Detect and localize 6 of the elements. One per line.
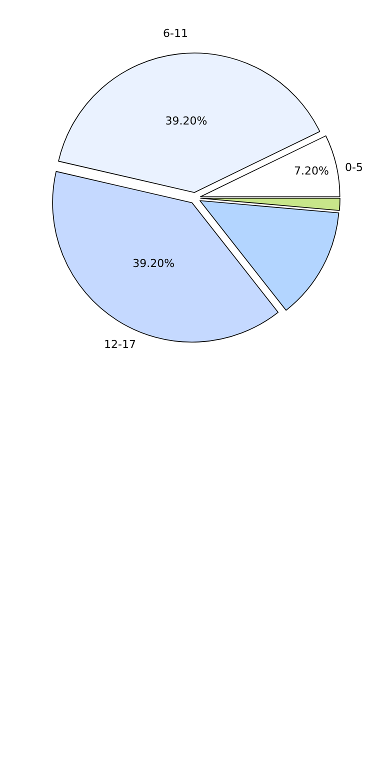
slice-label: 6-11 xyxy=(163,27,188,40)
slice-label: 0-5 xyxy=(345,161,363,174)
data-label: 39.20% xyxy=(132,256,175,270)
data-label: 39.20% xyxy=(165,114,208,128)
data-label: 7.20% xyxy=(294,164,329,178)
slice-label: 12-17 xyxy=(104,338,136,351)
